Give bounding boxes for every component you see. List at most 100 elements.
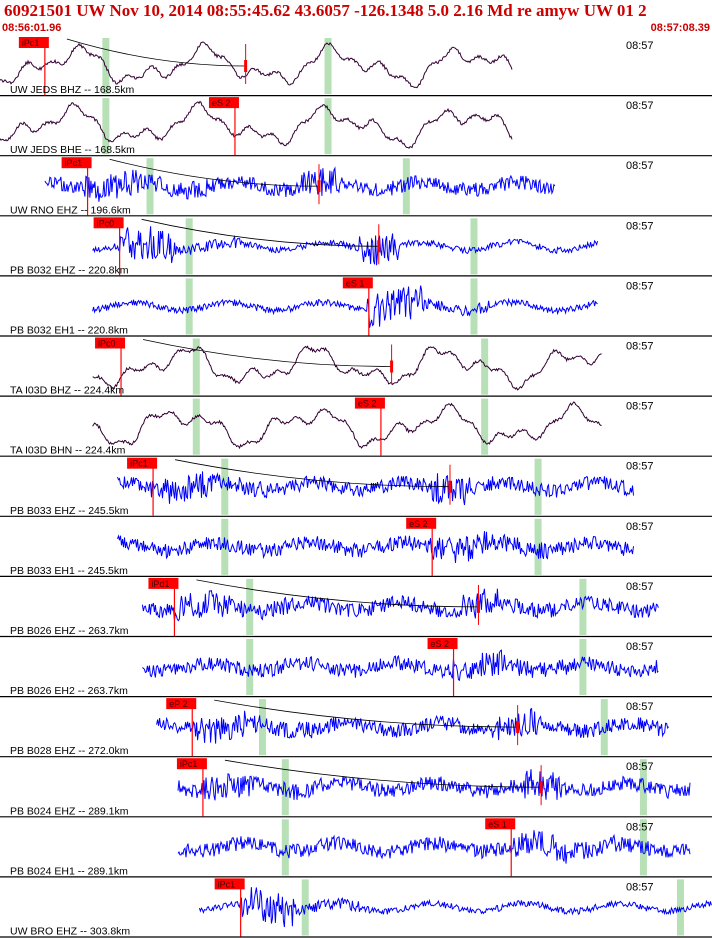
- window-marker: [146, 158, 154, 215]
- window-marker: [470, 278, 478, 335]
- station-label: PB B033 EHZ -- 245.5km: [10, 505, 129, 517]
- station-label: PB B026 EHZ -- 263.7km: [10, 625, 129, 637]
- coda-pick-marker: [516, 721, 520, 734]
- station-label: TA I03D BHZ -- 224.4km: [10, 385, 124, 397]
- coda-pick-marker: [476, 600, 480, 613]
- station-label: PB B032 EHZ -- 220.8km: [10, 264, 129, 276]
- phase-pick-box: [427, 638, 458, 649]
- phase-pick-label: eS 2: [431, 639, 450, 649]
- time-tick-label: 08:57: [626, 821, 654, 833]
- coda-curve: [214, 699, 518, 728]
- trace-panel: iPc1 08:57 UW JEDS BHZ -- 168.5km: [0, 37, 712, 97]
- time-tick-label: 08:57: [626, 160, 654, 172]
- phase-pick-box: [95, 337, 126, 349]
- trace-panel: eP 2 08:57 PB B028 EHZ -- 272.0km: [0, 698, 712, 758]
- window-marker: [639, 819, 647, 876]
- station-label: UW JEDS BHE -- 168.5km: [10, 144, 135, 156]
- waveform: [156, 707, 669, 744]
- phase-pick-label: iPc0: [97, 218, 115, 228]
- time-tick-label: 08:57: [626, 280, 654, 292]
- time-tick-label: 08:57: [626, 341, 654, 353]
- station-label: PB B028 EHZ -- 272.0km: [10, 745, 129, 757]
- station-label: UW BRO EHZ -- 303.8km: [10, 926, 130, 938]
- trace-panel: iPc1 08:57 UW RNO EHZ -- 196.6km: [0, 157, 712, 217]
- time-tick-label: 08:57: [626, 761, 654, 773]
- phase-pick-box: [342, 277, 373, 289]
- coda-curve: [109, 158, 319, 187]
- phase-pick-label: eS 2: [212, 98, 231, 108]
- window-marker: [324, 38, 332, 95]
- phase-pick-label: iPc1: [22, 38, 40, 48]
- coda-pick-marker: [317, 180, 321, 193]
- phase-pick-box: [176, 758, 207, 770]
- phase-pick-box: [18, 37, 49, 48]
- phase-pick-box: [61, 157, 92, 169]
- coda-curve: [141, 218, 379, 247]
- phase-pick-label: eS 1: [488, 819, 507, 829]
- station-label: TA I03D BHN -- 224.4km: [10, 445, 126, 457]
- window-marker: [600, 699, 608, 756]
- waveform: [92, 285, 598, 328]
- station-label: PB B024 EHZ -- 289.1km: [10, 805, 129, 817]
- phase-pick-label: eS 2: [358, 399, 377, 409]
- waveform: [117, 471, 634, 505]
- trace-panel: eS 2 08:57 UW JEDS BHE -- 168.5km: [0, 97, 712, 157]
- trace-panel: eS 2 08:57 PB B026 EH2 -- 263.7km: [0, 638, 712, 698]
- phase-pick-box: [354, 397, 385, 409]
- coda-curve: [142, 339, 392, 367]
- phase-pick-box: [214, 878, 245, 890]
- time-tick-label: 08:57: [626, 641, 654, 653]
- trace-panel: iPc0 08:57 TA I03D BHZ -- 224.4km: [0, 337, 712, 397]
- waveform: [0, 100, 513, 149]
- time-tick-label: 08:57: [626, 100, 654, 112]
- phase-pick-box: [406, 517, 437, 529]
- station-label: UW JEDS BHZ -- 168.5km: [10, 84, 135, 96]
- window-marker: [470, 218, 478, 275]
- phase-pick-box: [208, 97, 239, 109]
- trace-panel: iPc1 08:57 UW BRO EHZ -- 303.8km: [0, 878, 712, 938]
- time-tick-label: 08:57: [626, 881, 654, 893]
- station-label: PB B026 EH2 -- 263.7km: [10, 685, 128, 697]
- coda-curve: [196, 579, 479, 608]
- waveform: [142, 649, 659, 682]
- time-tick-label: 08:57: [626, 701, 654, 713]
- trace-panel: eS 1 08:57 PB B024 EH1 -- 289.1km: [0, 818, 712, 878]
- waveform: [141, 588, 659, 622]
- window-marker: [534, 518, 542, 575]
- coda-pick-marker: [390, 360, 394, 373]
- coda-pick-marker: [244, 60, 248, 72]
- time-tick-label: 08:57: [626, 220, 654, 232]
- phase-pick-label: eP 2: [169, 699, 187, 709]
- trace-panel: eS 2 08:57 PB B033 EH1 -- 245.5km: [0, 517, 712, 578]
- window-marker: [676, 879, 684, 936]
- phase-pick-label: iPd1: [151, 579, 169, 589]
- phase-pick-box: [148, 577, 179, 589]
- window-marker: [185, 278, 193, 335]
- time-tick-label: 08:57: [626, 461, 654, 473]
- coda-curve: [66, 38, 246, 67]
- event-title: 60921501 UW Nov 10, 2014 08:55:45.62 43.…: [4, 1, 647, 20]
- phase-pick-label: iPc1: [218, 879, 236, 889]
- trace-panel: eS 1 08:57 PB B032 EH1 -- 220.8km: [0, 277, 712, 337]
- window-marker: [221, 458, 229, 515]
- trace-panel: iPd1 08:57 PB B026 EHZ -- 263.7km: [0, 577, 712, 638]
- phase-pick-label: iPc1: [130, 459, 148, 469]
- coda-pick-marker: [377, 240, 381, 253]
- window-marker: [534, 458, 542, 515]
- waveform: [117, 531, 634, 563]
- time-tick-label: 08:57: [626, 581, 654, 593]
- phase-pick-box: [93, 217, 124, 229]
- phase-pick-label: iPc0: [98, 339, 116, 349]
- trace-panel: eS 2 08:57 TA I03D BHN -- 224.4km: [0, 397, 712, 457]
- window-start-time: 08:56:01.96: [2, 22, 62, 34]
- trace-panel: iPc0 08:57 PB B032 EHZ -- 220.8km: [0, 217, 712, 277]
- waveform: [0, 41, 513, 89]
- time-tick-label: 08:57: [626, 401, 654, 413]
- window-marker: [579, 639, 587, 696]
- waveform: [177, 769, 691, 801]
- window-marker: [402, 158, 410, 215]
- station-label: PB B024 EH1 -- 289.1km: [10, 865, 128, 877]
- window-marker: [481, 398, 489, 455]
- station-label: PB B032 EH1 -- 220.8km: [10, 325, 128, 337]
- coda-curve: [224, 759, 542, 788]
